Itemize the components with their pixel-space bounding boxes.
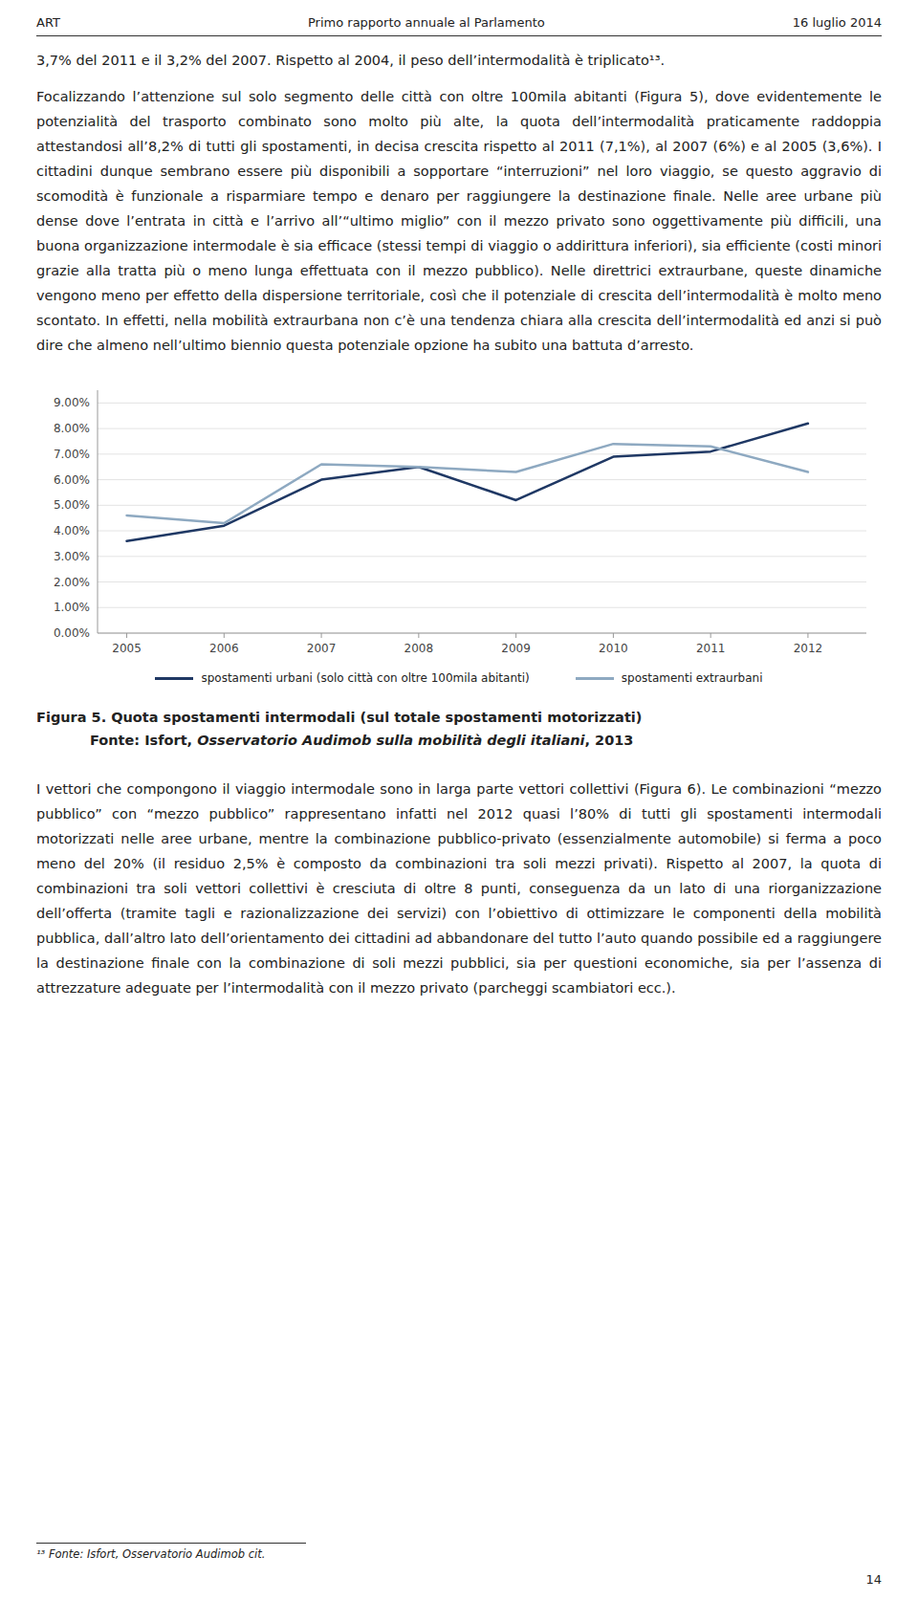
header-right: 16 luglio 2014 [792, 15, 882, 30]
header-left: ART [36, 15, 61, 30]
x-tick [515, 633, 517, 638]
legend-swatch [154, 677, 194, 680]
chart-svg: 0.00% 1.00% 2.00% 3.00% 4.00% 5.00% 6.00% 7.00%… [36, 378, 882, 666]
y-tick-label: 4.00% [53, 524, 90, 538]
x-tick-label: 2008 [404, 641, 435, 656]
legend-item: spostamenti urbani (solo città con oltre… [154, 671, 529, 685]
x-tick [710, 633, 712, 638]
chart: 0.00% 1.00% 2.00% 3.00% 4.00% 5.00% 6.00% 7.00%… [36, 378, 882, 685]
footer-note: ¹³ Fonte: Isfort, Osservatorio Audimob c… [36, 1547, 882, 1561]
source-end: , 2013 [585, 732, 634, 748]
legend: spostamenti urbani (solo città con oltre… [36, 671, 882, 685]
page: ART Primo rapporto annuale al Parlamento 1… [36, 15, 882, 1001]
figure-source: Fonte: Isfort, Osservatorio Audimob sull… [36, 728, 882, 752]
x-tick-label: 2007 [306, 641, 337, 656]
page-number: 14 [36, 1572, 882, 1587]
header: ART Primo rapporto annuale al Parlamento 1… [36, 15, 882, 37]
paragraph: Focalizzando l’attenzione sul solo segme… [36, 84, 882, 358]
plot-area [127, 423, 809, 542]
x-tick-label: 2010 [598, 641, 629, 656]
x-axis-line [97, 633, 867, 634]
x-tick-label: 2006 [209, 641, 240, 656]
x-tick-label: 2011 [696, 641, 726, 656]
y-tick-label: 5.00% [53, 498, 90, 512]
y-tick-label: 9.00% [53, 395, 90, 410]
x-tick [126, 633, 128, 638]
series-line [127, 443, 809, 524]
y-tick-label: 3.00% [53, 549, 90, 564]
header-center: Primo rapporto annuale al Parlamento [307, 15, 546, 30]
y-tick-label: 7.00% [53, 447, 90, 461]
paragraph: 3,7% del 2011 e il 3,2% del 2007. Rispet… [36, 47, 882, 73]
x-tick-label: 2012 [793, 641, 824, 656]
y-tick-label: 6.00% [53, 473, 90, 487]
x-tick [807, 633, 809, 638]
footer-separator [36, 1542, 306, 1544]
source-prefix: Fonte: Isfort, [89, 732, 197, 748]
grid-line [97, 530, 867, 532]
x-tick [417, 633, 419, 638]
legend-label: spostamenti extraurbani [621, 671, 764, 685]
chart-title: Figura 5. Quota spostamenti intermodali … [36, 705, 882, 729]
y-tick-label: 1.00% [53, 600, 90, 614]
y-tick-label: 0.00% [53, 626, 90, 640]
paragraph: I vettori che compongono il viaggio inte… [36, 776, 882, 1001]
x-tick [223, 633, 225, 638]
y-axis-line [97, 390, 99, 634]
legend-item: spostamenti extraurbani [575, 671, 764, 685]
grid-line [97, 581, 867, 583]
grid-line [97, 504, 867, 506]
x-tick-label: 2005 [111, 641, 142, 656]
grid-line [97, 453, 867, 455]
legend-label: spostamenti urbani (solo città con oltre… [200, 671, 529, 685]
x-tick [321, 633, 323, 638]
grid-line [97, 633, 867, 634]
legend-swatch [575, 677, 614, 680]
grid-line [97, 402, 867, 404]
x-tick-label: 2009 [501, 641, 531, 656]
series-line [127, 423, 809, 542]
grid-line [97, 607, 867, 609]
grid-line [97, 479, 867, 481]
footer: ¹³ Fonte: Isfort, Osservatorio Audimob c… [36, 1542, 882, 1587]
x-tick [612, 633, 614, 638]
y-tick-label: 2.00% [53, 575, 90, 590]
source-italic: Osservatorio Audimob sulla mobilità degl… [196, 732, 585, 748]
grid-line [97, 555, 867, 557]
grid-line [97, 428, 867, 430]
y-tick-label: 8.00% [53, 421, 90, 436]
